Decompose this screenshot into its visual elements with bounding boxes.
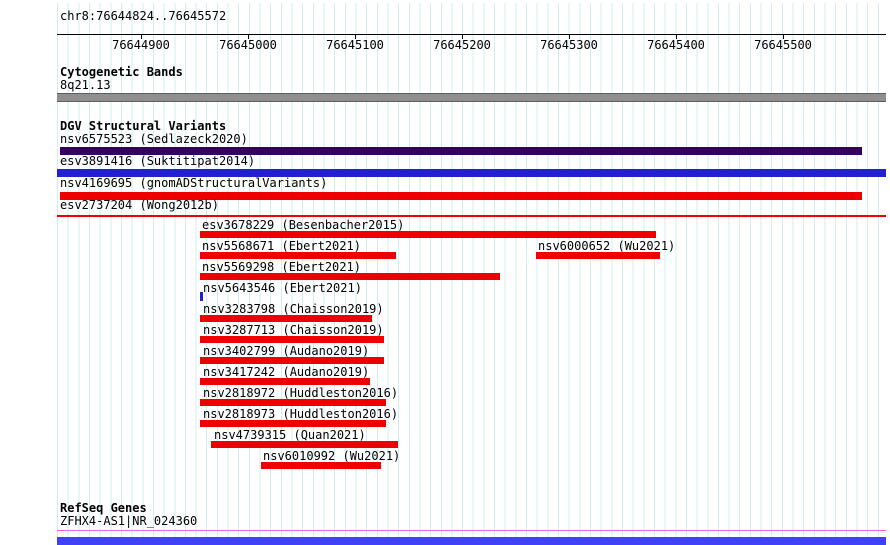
ruler-tick <box>783 34 784 39</box>
ruler-tick-label: 76645200 <box>433 38 491 52</box>
variant-bar[interactable] <box>200 273 500 280</box>
ruler-tick <box>355 34 356 39</box>
variant-label[interactable]: esv3891416 (Suktitipat2014) <box>60 154 256 168</box>
variant-label[interactable]: nsv4169695 (gnomADStructuralVariants) <box>60 176 328 190</box>
variant-label[interactable]: nsv6010992 (Wu2021) <box>263 449 401 463</box>
variant-bar[interactable] <box>200 336 384 343</box>
ruler-tick-label: 76645400 <box>647 38 705 52</box>
variant-label[interactable]: esv2737204 (Wong2012b) <box>60 198 219 212</box>
grid-lines <box>57 3 886 537</box>
variant-label[interactable]: nsv3417242 (Audano2019) <box>203 365 370 379</box>
variant-label[interactable]: nsv6575523 (Sedlazeck2020) <box>60 132 248 146</box>
variant-label[interactable]: esv3678229 (Besenbacher2015) <box>202 218 405 232</box>
variant-label[interactable]: nsv3287713 (Chaisson2019) <box>203 323 384 337</box>
variant-label[interactable]: nsv4739315 (Quan2021) <box>214 428 366 442</box>
ruler-tick-label: 76645500 <box>754 38 812 52</box>
variant-bar[interactable] <box>200 252 396 259</box>
variant-label[interactable]: nsv5643546 (Ebert2021) <box>203 281 362 295</box>
variant-bar[interactable] <box>200 231 656 238</box>
ruler-tick <box>569 34 570 39</box>
variant-bar[interactable] <box>200 315 372 322</box>
horizontal-scrollbar[interactable] <box>57 537 886 545</box>
variant-bar[interactable] <box>200 292 203 301</box>
variant-bar[interactable] <box>200 399 386 406</box>
refseq-gene-label[interactable]: ZFHX4-AS1|NR_024360 <box>60 514 198 528</box>
variant-label[interactable]: nsv2818973 (Huddleston2016) <box>203 407 399 421</box>
ruler-tick-label: 76645000 <box>219 38 277 52</box>
variant-bar[interactable] <box>60 147 862 155</box>
ruler-tick <box>248 34 249 39</box>
variant-bar[interactable] <box>60 192 862 200</box>
cytogenetic-track-title: Cytogenetic Bands <box>60 65 183 79</box>
variant-label[interactable]: nsv5568671 (Ebert2021) <box>202 239 361 253</box>
refseq-track-title: RefSeq Genes <box>60 501 147 515</box>
position-label: chr8:76644824..76645572 <box>60 9 227 23</box>
variant-label[interactable]: nsv6000652 (Wu2021) <box>538 239 676 253</box>
variant-bar[interactable] <box>211 441 398 448</box>
variant-bar[interactable] <box>200 357 384 364</box>
variant-bar[interactable] <box>200 378 370 385</box>
dgv-track-title: DGV Structural Variants <box>60 119 227 133</box>
ruler-tick <box>141 34 142 39</box>
ruler-tick-label: 76645300 <box>540 38 598 52</box>
cytogenetic-band-label: 8q21.13 <box>60 78 111 92</box>
variant-bar[interactable] <box>261 462 381 469</box>
variant-label[interactable]: nsv3402799 (Audano2019) <box>203 344 370 358</box>
variant-label[interactable]: nsv3283798 (Chaisson2019) <box>203 302 384 316</box>
variant-bar[interactable] <box>200 420 386 427</box>
cytogenetic-band-bar[interactable] <box>57 93 886 102</box>
ruler-tick <box>462 34 463 39</box>
variant-label[interactable]: nsv5569298 (Ebert2021) <box>202 260 361 274</box>
variant-bar[interactable] <box>57 215 886 217</box>
ruler-line <box>57 34 886 35</box>
ruler-tick-label: 76645100 <box>326 38 384 52</box>
variant-label[interactable]: nsv2818972 (Huddleston2016) <box>203 386 399 400</box>
ruler-tick-label: 76644900 <box>112 38 170 52</box>
variant-bar[interactable] <box>536 252 660 259</box>
refseq-gene-line[interactable] <box>57 530 886 531</box>
variant-bar[interactable] <box>57 169 886 177</box>
ruler-tick <box>676 34 677 39</box>
